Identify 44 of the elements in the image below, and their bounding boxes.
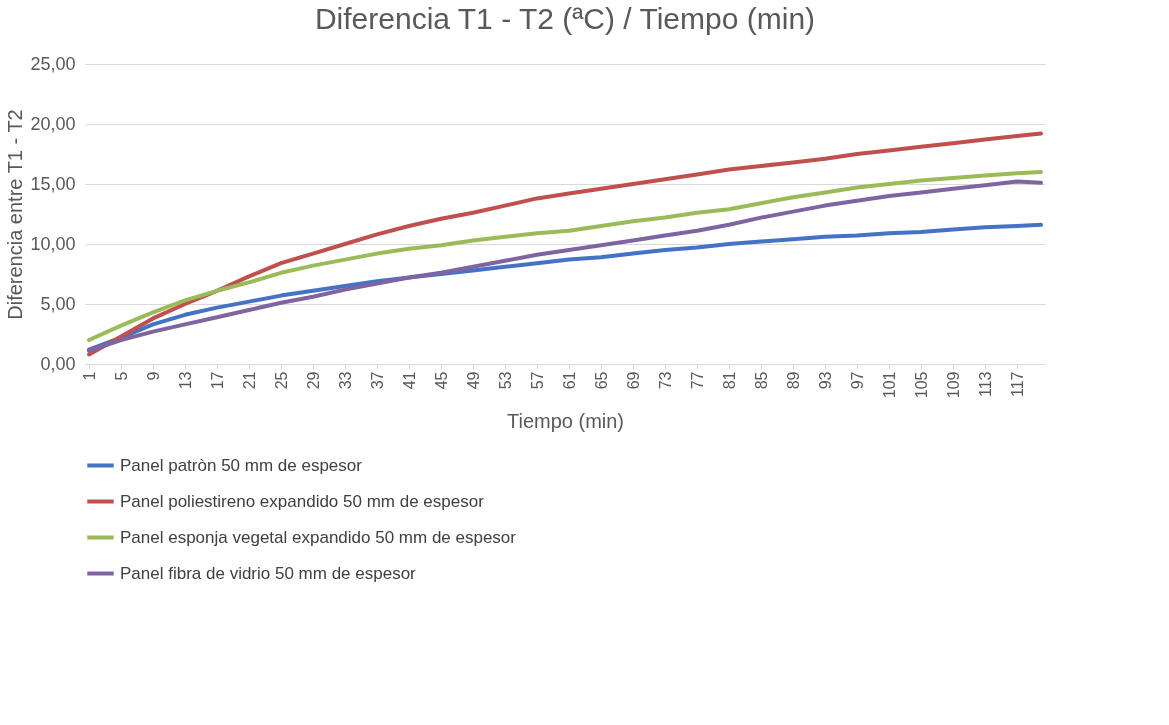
x-tick-label: 17 — [208, 371, 226, 390]
x-tick-label: 81 — [720, 371, 738, 390]
x-tick-label: 33 — [336, 371, 354, 390]
x-tick-label: 93 — [816, 371, 834, 390]
x-tick-label: 97 — [848, 371, 866, 390]
x-tick-label: 85 — [752, 371, 770, 390]
x-tick-label: 5 — [112, 371, 130, 381]
x-tick-label: 65 — [592, 371, 610, 390]
y-tick-label: 25,00 — [30, 53, 76, 74]
x-tick-label: 109 — [944, 371, 962, 399]
x-tick-label: 117 — [1008, 371, 1026, 398]
y-tick-label: 20,00 — [30, 113, 76, 134]
x-tick-label: 29 — [304, 371, 322, 390]
x-axis-title: Tiempo (min) — [506, 410, 625, 433]
chart-title: Diferencia T1 - T2 (ªC) / Tiempo (min) — [314, 2, 816, 35]
y-tick-label: 15,00 — [30, 173, 76, 194]
x-tick-label: 53 — [496, 371, 514, 390]
x-tick-label: 73 — [656, 371, 674, 390]
legend-label: Panel fibra de vidrio 50 mm de espesor — [120, 563, 417, 583]
legend-label: Panel esponja vegetal expandido 50 mm de espesor — [120, 527, 517, 547]
x-tick-label: 61 — [560, 371, 578, 390]
x-tick-label: 101 — [880, 371, 898, 399]
y-tick-label: 10,00 — [30, 233, 76, 254]
x-tick-label: 49 — [464, 371, 482, 390]
line-series — [87, 131, 1043, 357]
x-tick-label: 9 — [144, 371, 162, 381]
y-tick-label: 0,00 — [40, 353, 76, 374]
legend-label: Panel poliestireno expandido 50 mm de espesor — [120, 491, 485, 511]
x-tick-label: 69 — [624, 371, 642, 390]
x-tick-label: 45 — [432, 371, 450, 390]
x-tick-label: 25 — [272, 371, 290, 390]
x-tick-label: 1 — [80, 371, 98, 381]
x-tick-label: 113 — [976, 371, 994, 398]
x-tick-label: 57 — [528, 371, 546, 390]
x-tick-label: 13 — [176, 371, 194, 390]
x-tick-label: 89 — [784, 371, 802, 390]
legend-label: Panel patròn 50 mm de espesor — [120, 455, 363, 475]
y-axis-title: Diferencia entre T1 - T2 — [4, 109, 27, 320]
x-tick-label: 37 — [368, 371, 386, 390]
x-tick-label: 41 — [400, 371, 418, 390]
y-tick-label: 5,00 — [40, 293, 76, 314]
x-tick-label: 21 — [240, 371, 258, 390]
x-tick-label: 77 — [688, 371, 706, 390]
x-tick-label: 105 — [912, 371, 930, 399]
